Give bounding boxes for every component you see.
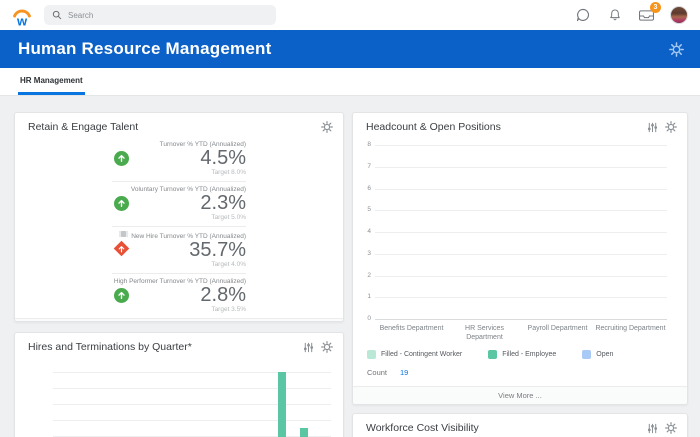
legend-swatch xyxy=(582,350,591,359)
kpi-value: 4.5% xyxy=(112,148,246,169)
hires-terminations-chart: 2018161412 xyxy=(53,364,331,437)
search-input[interactable]: Search xyxy=(44,5,276,25)
notifications-bell-icon[interactable] xyxy=(606,7,623,24)
kpi-turnover[interactable]: Turnover % YTD (Annualized) 4.5% Target … xyxy=(112,137,246,181)
kpi-high-performer-turnover[interactable]: High Performer Turnover % YTD (Annualize… xyxy=(112,273,246,318)
chart-filter-icon[interactable] xyxy=(646,422,658,434)
bar-column xyxy=(448,146,521,320)
y-tick-label: 6 xyxy=(361,185,371,192)
kpi-value: 35.7% xyxy=(112,240,246,261)
bar[interactable] xyxy=(300,428,308,437)
page-title: Human Resource Management xyxy=(18,39,271,59)
chart-legend: Filled - Contingent Worker Filled - Emplo… xyxy=(367,350,687,359)
chart-filter-icon[interactable] xyxy=(302,341,314,353)
tab-bar: HR Management xyxy=(0,68,700,96)
bar-column xyxy=(375,146,448,320)
legend-swatch xyxy=(488,350,497,359)
search-icon xyxy=(52,10,62,20)
gear-icon[interactable] xyxy=(665,422,677,434)
gear-icon[interactable] xyxy=(321,341,333,353)
bars xyxy=(375,146,667,320)
dashboard-content: Retain & Engage Talent Turnover % YTD (A… xyxy=(0,96,700,437)
card-hires-terminations: Hires and Terminations by Quarter* 20 18 1… xyxy=(14,332,344,437)
legend-label: Filled - Employee xyxy=(502,351,556,358)
card-title: Hires and Terminations by Quarter* xyxy=(28,341,192,353)
card-headcount-open-positions: Headcount & Open Positions 012345678 Ben… xyxy=(352,112,688,405)
kpi-value: 2.3% xyxy=(112,193,246,214)
chat-icon[interactable] xyxy=(574,7,591,24)
page-banner: Human Resource Management xyxy=(0,30,700,68)
y-tick-label: 3 xyxy=(361,250,371,257)
legend-label: Filled - Contingent Worker xyxy=(381,351,462,358)
bar[interactable] xyxy=(278,372,286,437)
legend-item[interactable]: Filled - Employee xyxy=(488,350,556,359)
count-value-link[interactable]: 19 xyxy=(400,368,408,377)
card-title: Retain & Engage Talent xyxy=(28,121,138,133)
chart-filter-icon[interactable] xyxy=(646,121,658,133)
x-axis-label: Payroll Department xyxy=(521,324,594,342)
kpi-value: 2.8% xyxy=(112,285,246,306)
gridline: 18 xyxy=(53,388,331,389)
x-axis-label: HR Services Department xyxy=(448,324,521,342)
kpi-voluntary-turnover[interactable]: Voluntary Turnover % YTD (Annualized) 2.… xyxy=(112,181,246,226)
card-title: Headcount & Open Positions xyxy=(366,121,501,133)
headcount-chart: 012345678 xyxy=(375,146,667,320)
kpi-target: Target 4.0% xyxy=(112,261,246,268)
kpi-target: Target 3.5% xyxy=(112,306,246,313)
gridline: 14 xyxy=(53,420,331,421)
y-tick-label: 1 xyxy=(361,293,371,300)
y-tick-label: 7 xyxy=(361,163,371,170)
x-axis-labels: Benefits DepartmentHR Services Departmen… xyxy=(375,324,667,342)
topbar-actions: 3 xyxy=(574,6,688,24)
kpi-new-hire-turnover[interactable]: New Hire Turnover % YTD (Annualized) 35.… xyxy=(112,226,246,273)
workday-logo-icon[interactable]: w xyxy=(10,5,34,27)
inbox-badge: 3 xyxy=(650,2,661,13)
gridline: 20 xyxy=(53,372,331,373)
up-arrow-green-icon xyxy=(114,196,129,211)
gridline: 16 xyxy=(53,404,331,405)
kpi-list: Turnover % YTD (Annualized) 4.5% Target … xyxy=(112,137,246,318)
y-tick-label: 5 xyxy=(361,206,371,213)
profile-avatar[interactable] xyxy=(670,6,688,24)
bar-column xyxy=(594,146,667,320)
workday-dashboard: w Search 3 Human Resource Management xyxy=(0,0,700,437)
view-more-link[interactable]: View More ... xyxy=(353,386,687,404)
count-label: Count xyxy=(367,368,387,377)
card-retain-engage-talent: Retain & Engage Talent Turnover % YTD (A… xyxy=(14,112,344,322)
banner-gear-icon[interactable] xyxy=(669,42,684,57)
legend-label: Open xyxy=(596,351,613,358)
legend-item[interactable]: Filled - Contingent Worker xyxy=(367,350,462,359)
gear-icon[interactable] xyxy=(321,121,333,133)
up-arrow-green-icon xyxy=(114,288,129,303)
x-axis-label: Recruiting Department xyxy=(594,324,667,342)
y-tick-label: 4 xyxy=(361,228,371,235)
search-placeholder: Search xyxy=(68,11,93,20)
count-row: Count 19 xyxy=(367,368,687,377)
y-tick-label: 8 xyxy=(361,141,371,148)
legend-swatch xyxy=(367,350,376,359)
tab-label: HR Management xyxy=(20,76,83,85)
media-icon xyxy=(119,231,128,237)
view-more-link[interactable]: View More ... xyxy=(15,318,343,322)
bar-column xyxy=(521,146,594,320)
y-tick-label: 2 xyxy=(361,272,371,279)
x-axis-label: Benefits Department xyxy=(375,324,448,342)
gear-icon[interactable] xyxy=(665,121,677,133)
top-bar: w Search 3 xyxy=(0,0,700,30)
card-title: Workforce Cost Visibility xyxy=(366,422,479,434)
card-workforce-cost-visibility: Workforce Cost Visibility xyxy=(352,413,688,437)
kpi-target: Target 5.0% xyxy=(112,214,246,221)
inbox-icon[interactable]: 3 xyxy=(638,7,655,24)
legend-item[interactable]: Open xyxy=(582,350,613,359)
tab-hr-management[interactable]: HR Management xyxy=(18,76,85,95)
y-tick-label: 0 xyxy=(361,315,371,322)
up-arrow-green-icon xyxy=(114,151,129,166)
kpi-target: Target 8.0% xyxy=(112,169,246,176)
svg-text:w: w xyxy=(16,14,28,28)
